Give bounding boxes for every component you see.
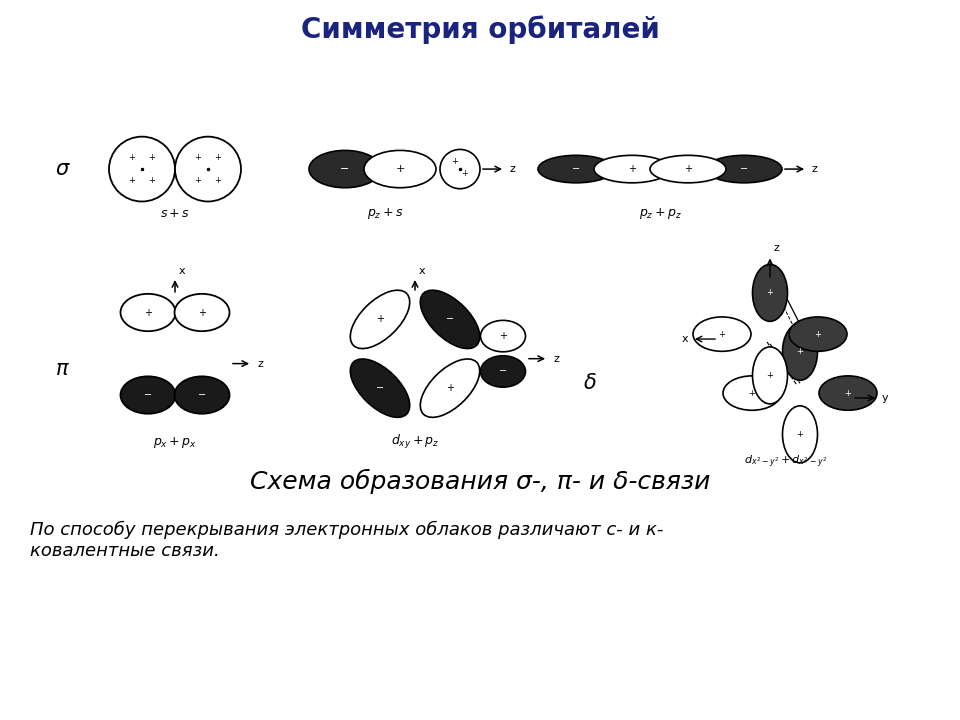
- Ellipse shape: [782, 406, 818, 463]
- Text: +: +: [451, 157, 459, 166]
- Text: +: +: [195, 153, 202, 162]
- Text: y: y: [882, 393, 889, 403]
- Text: Тема «Химическая термодинамика»: Тема «Химическая термодинамика»: [373, 701, 587, 711]
- Text: Симметрия орбиталей: Симметрия орбиталей: [300, 15, 660, 44]
- Text: +: +: [376, 315, 384, 325]
- Ellipse shape: [121, 294, 176, 331]
- Text: −: −: [144, 390, 152, 400]
- Text: δ: δ: [584, 373, 596, 393]
- Text: π: π: [56, 359, 68, 379]
- Ellipse shape: [753, 264, 787, 321]
- Text: $s + s$: $s + s$: [160, 207, 190, 220]
- Text: σ: σ: [56, 159, 68, 179]
- Text: +: +: [815, 330, 822, 338]
- Ellipse shape: [121, 377, 176, 414]
- Text: +: +: [149, 153, 156, 162]
- Text: 13: 13: [908, 685, 931, 703]
- Ellipse shape: [109, 137, 175, 202]
- Text: −: −: [446, 315, 454, 325]
- Text: Курс «Химические реакции»: Курс «Химические реакции»: [396, 681, 564, 691]
- Text: +: +: [149, 176, 156, 185]
- Ellipse shape: [594, 156, 670, 183]
- Text: x: x: [419, 266, 425, 276]
- Text: +: +: [797, 347, 804, 356]
- Text: +: +: [845, 389, 852, 397]
- Text: +: +: [195, 176, 202, 185]
- Text: −: −: [340, 164, 349, 174]
- Text: $d_{xy} + p_z$: $d_{xy} + p_z$: [391, 433, 440, 451]
- Ellipse shape: [706, 156, 782, 183]
- Text: z: z: [553, 354, 559, 364]
- Text: z: z: [510, 164, 516, 174]
- Text: +: +: [719, 330, 726, 338]
- Ellipse shape: [481, 356, 525, 387]
- Ellipse shape: [440, 150, 480, 189]
- Text: +: +: [129, 176, 135, 185]
- Text: +: +: [767, 371, 774, 380]
- Ellipse shape: [420, 290, 480, 348]
- Ellipse shape: [789, 317, 847, 351]
- Text: +: +: [396, 164, 405, 174]
- Ellipse shape: [782, 323, 818, 380]
- Ellipse shape: [538, 156, 614, 183]
- Text: $p_z + p_z$: $p_z + p_z$: [638, 206, 682, 221]
- Text: z: z: [812, 164, 818, 174]
- Text: +: +: [684, 164, 692, 174]
- Text: $d_{x^2-y^2}+d_{x^2-y^2}$: $d_{x^2-y^2}+d_{x^2-y^2}$: [744, 454, 827, 470]
- Ellipse shape: [175, 137, 241, 202]
- Ellipse shape: [481, 320, 525, 352]
- Text: +: +: [767, 289, 774, 297]
- Text: +: +: [215, 153, 222, 162]
- Text: z: z: [257, 359, 263, 369]
- Text: +: +: [198, 307, 206, 318]
- Ellipse shape: [723, 376, 781, 410]
- Text: $p_x + p_x$: $p_x + p_x$: [153, 435, 197, 450]
- Text: По способу перекрывания электронных облаков различают с- и к-
ковалентные связи.: По способу перекрывания электронных обла…: [30, 521, 663, 560]
- Text: x: x: [682, 334, 688, 344]
- Ellipse shape: [309, 150, 381, 188]
- Text: z: z: [773, 243, 779, 253]
- Text: $p_z + s$: $p_z + s$: [367, 206, 403, 221]
- Text: +: +: [749, 389, 756, 397]
- Ellipse shape: [753, 347, 787, 404]
- Text: +: +: [129, 153, 135, 162]
- Text: +: +: [215, 176, 222, 185]
- Text: +: +: [797, 430, 804, 438]
- Text: 🔬: 🔬: [29, 684, 42, 704]
- Ellipse shape: [650, 156, 726, 183]
- Ellipse shape: [175, 294, 229, 331]
- Ellipse shape: [350, 359, 410, 418]
- Text: −: −: [376, 383, 384, 393]
- Ellipse shape: [420, 359, 480, 418]
- Text: Схема образования σ-, π- и δ-связи: Схема образования σ-, π- и δ-связи: [250, 469, 710, 494]
- Ellipse shape: [819, 376, 877, 410]
- Text: −: −: [572, 164, 580, 174]
- Text: +: +: [446, 383, 454, 393]
- Ellipse shape: [364, 150, 436, 188]
- Ellipse shape: [350, 290, 410, 348]
- Text: +: +: [144, 307, 152, 318]
- Text: x: x: [179, 266, 185, 276]
- Text: −: −: [499, 366, 507, 377]
- Text: +: +: [499, 331, 507, 341]
- Ellipse shape: [175, 377, 229, 414]
- Text: +: +: [462, 169, 468, 179]
- Text: +: +: [628, 164, 636, 174]
- Text: −: −: [740, 164, 748, 174]
- Text: −: −: [198, 390, 206, 400]
- Ellipse shape: [693, 317, 751, 351]
